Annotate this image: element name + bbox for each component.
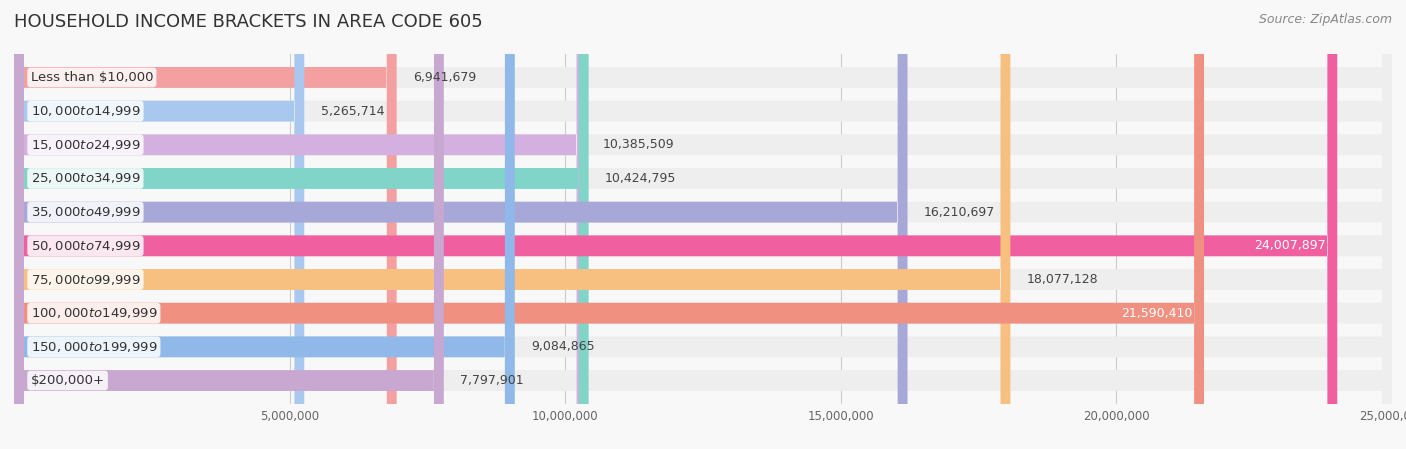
FancyBboxPatch shape: [14, 0, 1392, 449]
FancyBboxPatch shape: [14, 0, 444, 449]
FancyBboxPatch shape: [14, 0, 1011, 449]
FancyBboxPatch shape: [14, 0, 907, 449]
FancyBboxPatch shape: [14, 0, 1392, 449]
Text: Source: ZipAtlas.com: Source: ZipAtlas.com: [1258, 13, 1392, 26]
Text: 6,941,679: 6,941,679: [413, 71, 477, 84]
Text: $15,000 to $24,999: $15,000 to $24,999: [31, 138, 141, 152]
Text: $10,000 to $14,999: $10,000 to $14,999: [31, 104, 141, 118]
Text: HOUSEHOLD INCOME BRACKETS IN AREA CODE 605: HOUSEHOLD INCOME BRACKETS IN AREA CODE 6…: [14, 13, 482, 31]
Text: $100,000 to $149,999: $100,000 to $149,999: [31, 306, 157, 320]
FancyBboxPatch shape: [14, 0, 589, 449]
Text: 7,797,901: 7,797,901: [460, 374, 524, 387]
FancyBboxPatch shape: [14, 0, 586, 449]
FancyBboxPatch shape: [14, 0, 1337, 449]
Text: 10,385,509: 10,385,509: [603, 138, 675, 151]
FancyBboxPatch shape: [14, 0, 1392, 449]
FancyBboxPatch shape: [14, 0, 515, 449]
FancyBboxPatch shape: [14, 0, 1392, 449]
Text: $35,000 to $49,999: $35,000 to $49,999: [31, 205, 141, 219]
FancyBboxPatch shape: [14, 0, 1392, 449]
FancyBboxPatch shape: [14, 0, 304, 449]
FancyBboxPatch shape: [14, 0, 1392, 449]
Text: $150,000 to $199,999: $150,000 to $199,999: [31, 340, 157, 354]
FancyBboxPatch shape: [14, 0, 1392, 449]
Text: 5,265,714: 5,265,714: [321, 105, 384, 118]
Text: $25,000 to $34,999: $25,000 to $34,999: [31, 172, 141, 185]
Text: $200,000+: $200,000+: [31, 374, 104, 387]
Text: 10,424,795: 10,424,795: [605, 172, 676, 185]
FancyBboxPatch shape: [14, 0, 1392, 449]
FancyBboxPatch shape: [14, 0, 1392, 449]
FancyBboxPatch shape: [14, 0, 396, 449]
Text: 16,210,697: 16,210,697: [924, 206, 995, 219]
Text: 9,084,865: 9,084,865: [531, 340, 595, 353]
Text: Less than $10,000: Less than $10,000: [31, 71, 153, 84]
Text: 18,077,128: 18,077,128: [1026, 273, 1098, 286]
FancyBboxPatch shape: [14, 0, 1204, 449]
FancyBboxPatch shape: [14, 0, 1392, 449]
Text: $75,000 to $99,999: $75,000 to $99,999: [31, 273, 141, 286]
Text: $50,000 to $74,999: $50,000 to $74,999: [31, 239, 141, 253]
Text: 21,590,410: 21,590,410: [1122, 307, 1194, 320]
Text: 24,007,897: 24,007,897: [1254, 239, 1326, 252]
